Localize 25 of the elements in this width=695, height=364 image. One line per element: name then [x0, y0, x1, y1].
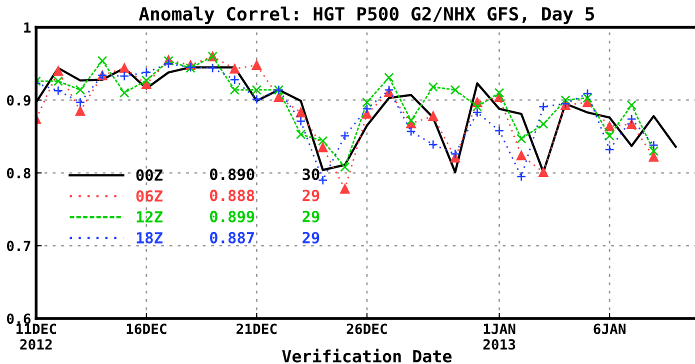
chart-title: Anomaly Correl: HGT P500 G2/NHX GFS, Day 5: [138, 6, 594, 24]
legend-label: 18Z: [136, 232, 162, 244]
annotation: 0.890: [210, 168, 254, 180]
x-tick-label: 21DEC: [236, 324, 277, 334]
x-tick-label: 26DEC: [346, 324, 387, 334]
legend-label: 06Z: [136, 190, 162, 202]
annotation: 29: [302, 232, 320, 244]
annotation: 0.888: [210, 190, 254, 202]
y-tick-label: 0.7: [7, 240, 30, 252]
legend-label: 12Z: [136, 211, 162, 222]
y-tick-label: 0.6: [7, 313, 31, 324]
annotation: 30: [302, 168, 320, 180]
y-tick-label: 0.9: [7, 95, 30, 106]
x-tick-label: 11DEC 2012: [16, 324, 56, 350]
x-tick-label: 6JAN: [594, 324, 626, 334]
legend-label: 00Z: [136, 169, 162, 181]
annotation: 29: [302, 210, 320, 222]
x-tick-label: 16DEC: [126, 324, 166, 334]
x-tick-label: 1JAN 2013: [483, 324, 516, 350]
annotation: 0.899: [210, 210, 254, 222]
y-tick-label: 0.8: [7, 168, 30, 178]
annotation: 29: [302, 190, 320, 202]
annotation: 0.887: [210, 232, 254, 244]
y-tick-label: 1: [24, 22, 31, 33]
x-axis-title: Verification Date: [282, 348, 452, 362]
